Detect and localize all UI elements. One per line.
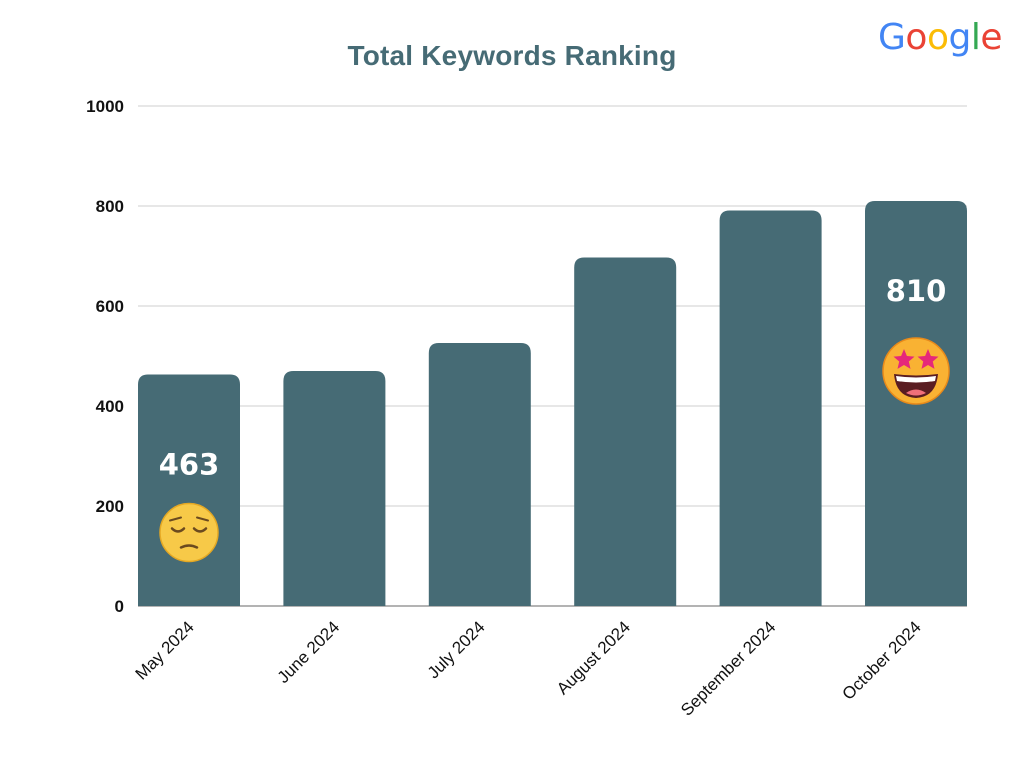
bar — [138, 374, 240, 606]
x-tick-label: August 2024 — [553, 617, 634, 698]
data-label-group: 810 — [882, 274, 950, 405]
google-logo: Google — [878, 14, 1002, 62]
logo-letter: G — [878, 17, 906, 58]
y-tick-label: 400 — [96, 397, 124, 416]
logo-letter: o — [905, 17, 927, 58]
y-tick-label: 1000 — [86, 97, 124, 116]
bar — [574, 257, 677, 606]
logo-letter: e — [980, 17, 1002, 58]
data-label: 463 — [159, 448, 220, 482]
y-tick-label: 600 — [96, 297, 124, 316]
x-tick-label: September 2024 — [677, 617, 779, 719]
y-tick-label: 0 — [115, 597, 124, 616]
x-tick-label: July 2024 — [424, 617, 489, 682]
x-axis-ticks: May 2024 June 2024 July 2024 August 2024 Sep… — [132, 617, 925, 719]
y-tick-label: 800 — [96, 197, 124, 216]
logo-letter: g — [948, 17, 971, 58]
bar — [719, 210, 822, 606]
bars — [138, 201, 967, 606]
data-label-group: 463 — [159, 448, 220, 563]
bar — [428, 343, 531, 606]
x-tick-label: October 2024 — [839, 617, 925, 703]
y-tick-label: 200 — [96, 497, 124, 516]
data-labels: 463 810 — [159, 274, 950, 563]
bar — [283, 371, 386, 606]
logo-letter: l — [970, 17, 981, 58]
gridlines — [138, 105, 967, 607]
x-tick-label: May 2024 — [132, 617, 198, 683]
x-tick-label: June 2024 — [274, 617, 344, 687]
data-label: 810 — [886, 274, 947, 308]
pensive-face-icon — [159, 502, 219, 563]
y-axis-ticks: 0 200 400 600 800 1000 — [86, 97, 124, 616]
logo-letter: o — [926, 17, 949, 58]
chart-title: Total Keywords Ranking — [347, 40, 677, 71]
